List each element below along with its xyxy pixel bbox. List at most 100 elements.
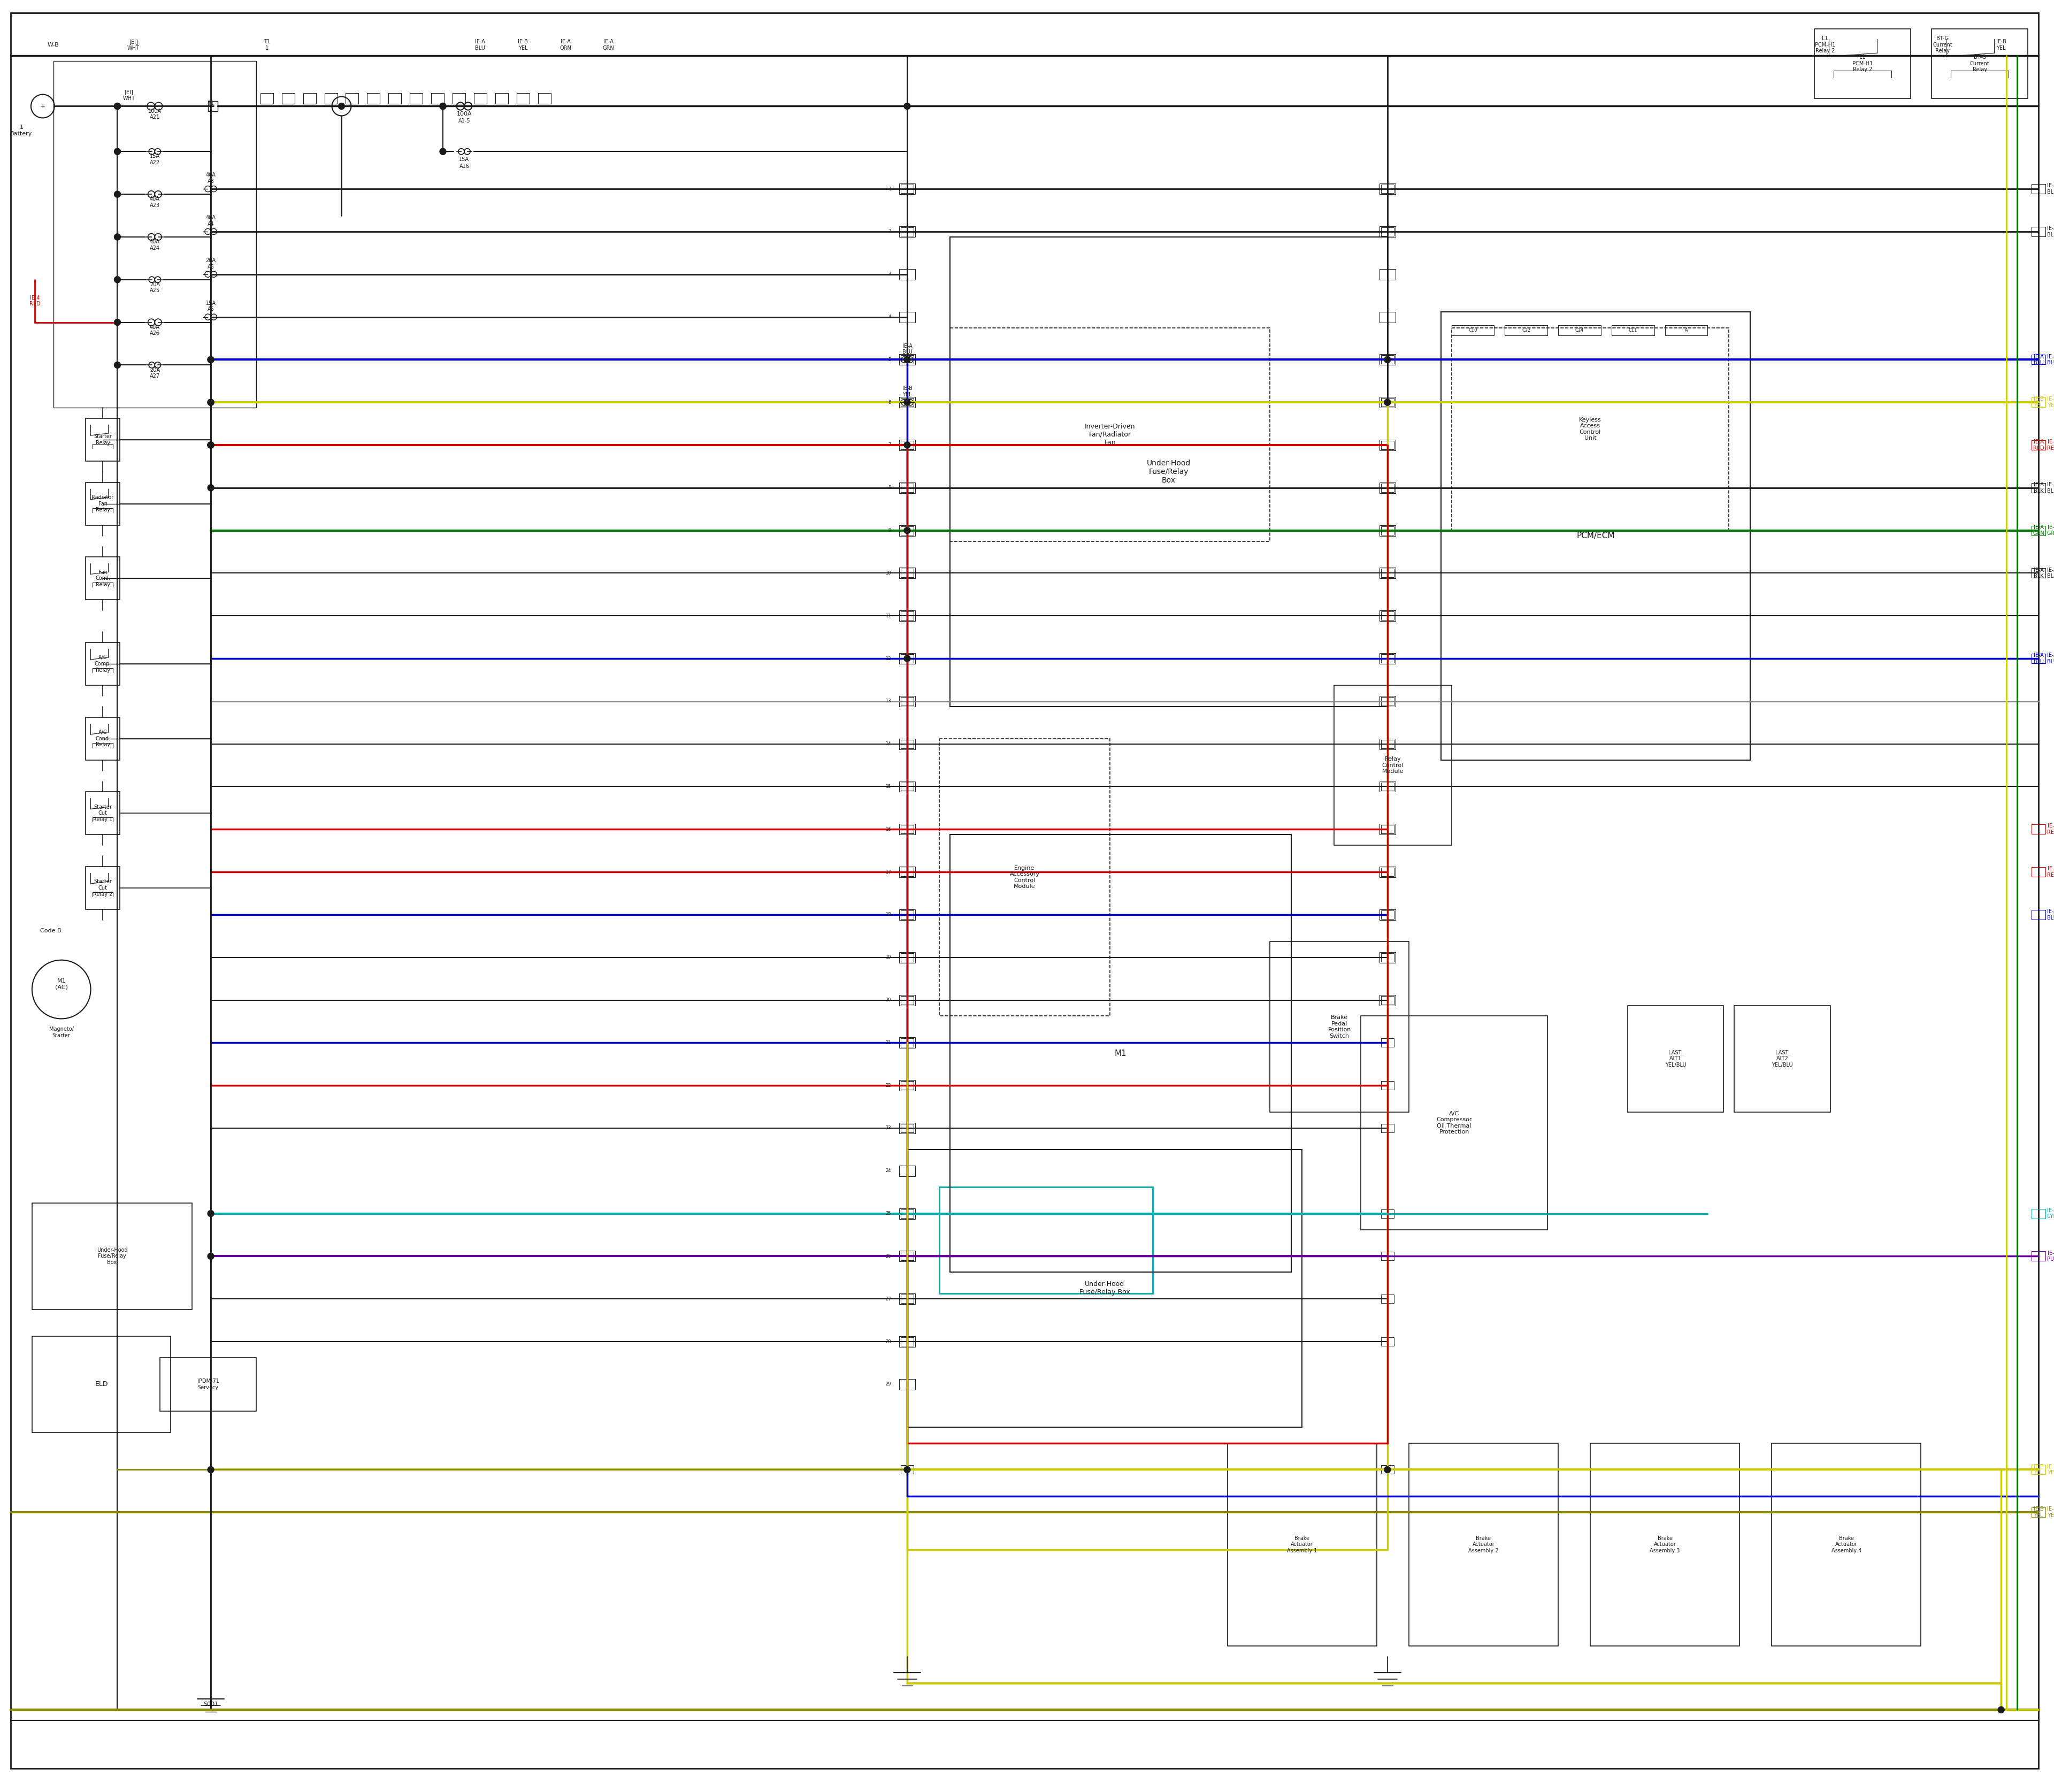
Text: A: A [1684,328,1688,333]
Text: IE-B
YEL: IE-B YEL [2033,1507,2044,1518]
Circle shape [904,357,910,362]
Bar [1380,1466,1395,1475]
Text: IE-A
BLK: IE-A BLK [2048,183,2054,195]
Text: LAST-
ALT1
YEL/BLU: LAST- ALT1 YEL/BLU [1666,1050,1686,1068]
Circle shape [1384,357,1391,362]
Text: IE-A
BLU: IE-A BLU [2033,353,2044,366]
Text: 24: 24 [885,1168,891,1174]
Bar [1440,312,1750,760]
Text: 26: 26 [885,1254,891,1258]
Bar [939,738,1109,1016]
Text: IE-B
YEL: IE-B YEL [2033,1464,2044,1475]
Text: 1
Battery: 1 Battery [10,125,33,136]
Circle shape [115,233,121,240]
Bar [1380,355,1395,364]
Text: 40A
A24: 40A A24 [150,238,160,251]
Bar [2031,525,2046,536]
Bar [431,93,444,104]
Bar [345,93,359,104]
Bar [53,61,257,409]
Bar [902,1466,914,1475]
Bar [1380,568,1395,579]
Bar [86,418,119,461]
Text: ELD: ELD [94,1382,109,1387]
Bar [902,568,914,577]
Text: IE-A
RED: IE-A RED [2033,439,2044,452]
Bar [1380,1253,1395,1260]
Bar [516,93,530,104]
Text: IE-A
BLU: IE-A BLU [474,39,485,50]
Text: IE-B
YEL: IE-B YEL [902,385,912,398]
Text: IE-B
YEL: IE-B YEL [2033,396,2044,409]
Circle shape [115,276,121,283]
Bar [368,93,380,104]
Circle shape [904,656,910,661]
Text: IE-A
RED: IE-A RED [2048,866,2054,878]
Text: Code B: Code B [39,928,62,934]
Circle shape [207,400,214,405]
Bar [1666,324,1707,335]
Bar [900,909,916,919]
Bar [495,93,507,104]
Circle shape [207,357,214,362]
Bar [474,93,487,104]
Circle shape [440,149,446,154]
Text: +: + [39,102,45,109]
Text: 15A: 15A [460,158,470,163]
Bar [900,781,916,792]
Bar [902,654,914,663]
Text: IE-A
GRN: IE-A GRN [602,39,614,50]
Bar [86,717,119,760]
Bar [1380,996,1395,1004]
Bar [1380,228,1395,237]
Circle shape [339,102,345,109]
Text: C10: C10 [1469,328,1477,333]
Text: Engine
Accessory
Control
Module: Engine Accessory Control Module [1011,866,1039,889]
Bar [1380,484,1395,493]
Bar [900,269,916,280]
Text: 9: 9 [889,529,891,532]
Bar [1269,941,1409,1113]
Bar [2031,441,2046,450]
Bar [1380,824,1395,835]
Bar [900,1081,916,1091]
Bar [1380,740,1395,749]
Circle shape [207,357,214,362]
Bar [902,185,914,194]
Circle shape [207,484,214,491]
Bar [902,527,914,534]
Bar [1612,324,1653,335]
Text: 2: 2 [889,229,891,235]
Text: 22: 22 [885,1082,891,1088]
Bar [902,484,914,493]
Bar [1228,1443,1376,1645]
Text: 100A: 100A [456,111,472,116]
Bar [902,697,914,706]
Text: C24: C24 [1575,328,1584,333]
Text: S001: S001 [203,1702,218,1708]
Bar [902,1124,914,1133]
Text: 6: 6 [887,400,891,405]
Text: 11: 11 [885,613,891,618]
Bar [900,312,916,323]
Bar [2031,824,2046,833]
Text: BT-G
Current
Relay: BT-G Current Relay [1970,54,1990,72]
Bar [1380,695,1395,706]
Text: 20A
A25: 20A A25 [150,281,160,294]
Bar [902,867,914,876]
Text: 10: 10 [885,570,891,575]
Bar [261,93,273,104]
Bar [1380,1337,1395,1346]
Bar [1380,783,1395,790]
Circle shape [1384,1466,1391,1473]
Bar [1380,611,1395,620]
Text: Under-Hood
Fuse/Relay
Box: Under-Hood Fuse/Relay Box [1146,459,1191,484]
Circle shape [440,102,446,109]
Text: W-B: W-B [47,43,60,47]
Bar [900,995,916,1005]
Text: IE-A
BLK: IE-A BLK [2048,226,2054,237]
Bar [411,93,423,104]
Bar [86,482,119,525]
Bar [900,398,916,409]
Text: IE-A
RED: IE-A RED [2048,439,2054,452]
